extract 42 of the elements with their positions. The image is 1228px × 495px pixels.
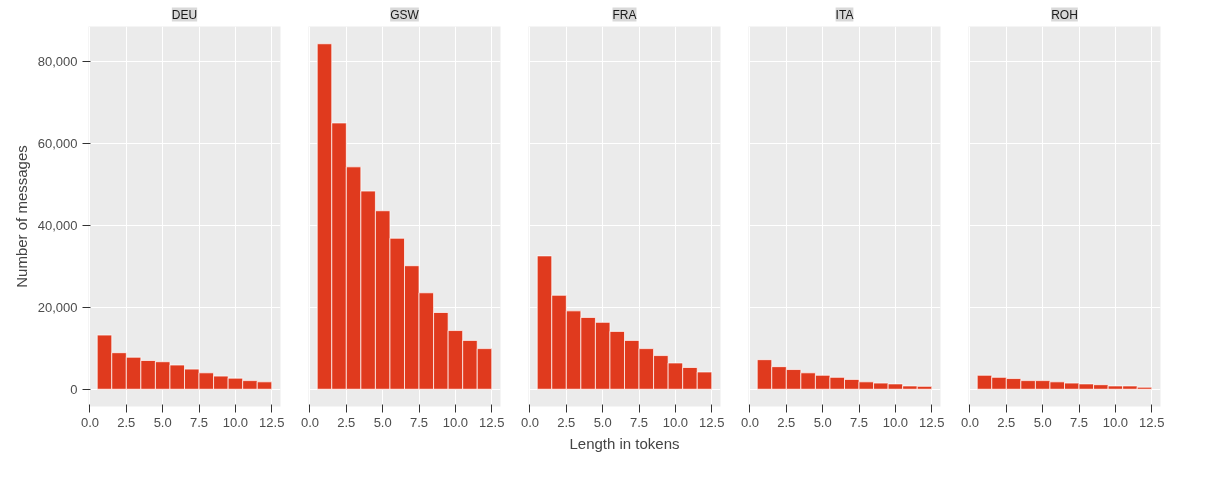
x-tick-label: 5.0 <box>1033 414 1052 430</box>
y-tick-label: 60,000 <box>37 135 78 151</box>
chart-title: GSW <box>390 7 420 22</box>
x-tick-label: 7.5 <box>630 414 649 430</box>
y-tick-label: 0 <box>70 381 78 397</box>
x-tick-label: 5.0 <box>153 414 172 430</box>
chart-title: FRA <box>612 7 637 22</box>
x-tick-label: 2.5 <box>557 414 576 430</box>
x-tick-label: 2.5 <box>777 414 796 430</box>
x-tick-label: 7.5 <box>190 414 209 430</box>
y-tick-label: 80,000 <box>37 53 78 69</box>
y-tick-label: 40,000 <box>37 217 78 233</box>
x-tick-label: 7.5 <box>1070 414 1089 430</box>
x-tick-label: 10.0 <box>1102 414 1129 430</box>
x-tick-label: 2.5 <box>337 414 356 430</box>
x-axis-title: Length in tokens <box>569 434 680 452</box>
chart-title: ROH <box>1051 7 1078 22</box>
x-tick-label: 10.0 <box>442 414 469 430</box>
x-tick-label: 12.5 <box>259 414 285 430</box>
x-tick-label: 0.0 <box>300 414 319 430</box>
x-tick-label: 10.0 <box>222 414 249 430</box>
x-tick-label: 5.0 <box>813 414 832 430</box>
x-tick-label: 7.5 <box>850 414 869 430</box>
y-axis-title: Number of messages <box>12 145 30 288</box>
chart-title: ITA <box>835 7 854 22</box>
x-tick-label: 0.0 <box>520 414 539 430</box>
x-tick-label: 10.0 <box>882 414 909 430</box>
x-tick-label: 12.5 <box>1139 414 1165 430</box>
x-tick-label: 10.0 <box>662 414 689 430</box>
x-tick-label: 5.0 <box>373 414 392 430</box>
x-tick-label: 2.5 <box>997 414 1016 430</box>
x-tick-label: 5.0 <box>593 414 612 430</box>
x-tick-label: 2.5 <box>117 414 136 430</box>
x-tick-label: 12.5 <box>919 414 945 430</box>
chart-title: DEU <box>171 7 198 22</box>
x-tick-label: 12.5 <box>699 414 725 430</box>
x-tick-label: 0.0 <box>740 414 759 430</box>
x-tick-label: 0.0 <box>80 414 99 430</box>
x-tick-label: 7.5 <box>410 414 429 430</box>
y-tick-label: 20,000 <box>37 299 78 315</box>
x-tick-label: 12.5 <box>479 414 505 430</box>
x-tick-label: 0.0 <box>960 414 979 430</box>
